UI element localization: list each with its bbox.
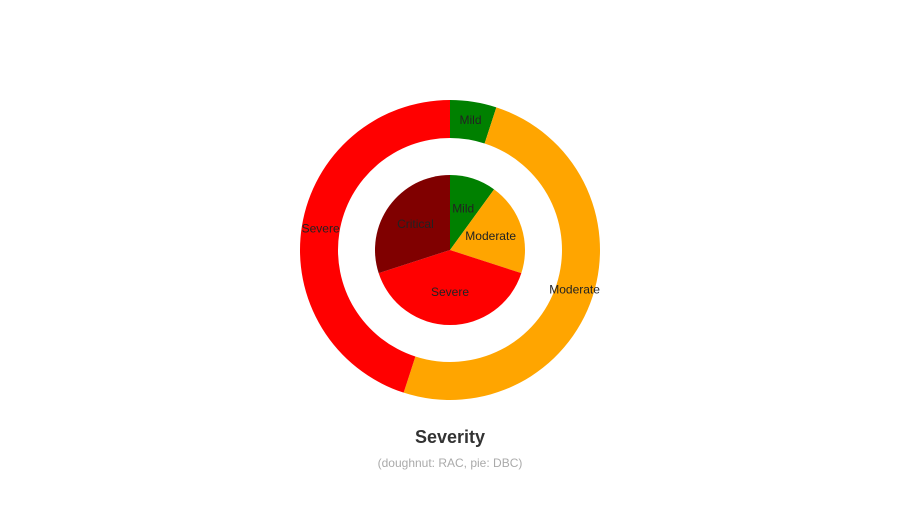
pie-label-critical: Critical (397, 217, 434, 231)
slice-labels: Mild Moderate Severe Mild Moderate Severe Crit… (302, 113, 601, 299)
pie-label-severe: Severe (431, 285, 469, 299)
chart-title: Severity (415, 427, 485, 447)
pie-slice-severe (378, 250, 522, 325)
pie-slice-moderate (450, 189, 525, 274)
pie-label-moderate: Moderate (465, 229, 516, 243)
doughnut-slice-moderate (403, 107, 600, 400)
inner-pie (375, 175, 525, 325)
pie-slice-critical (375, 175, 450, 274)
doughnut-label-moderate: Moderate (549, 283, 600, 297)
chart-subtitle: (doughnut: RAC, pie: DBC) (378, 456, 523, 470)
outer-doughnut-ring (300, 100, 600, 400)
doughnut-label-severe: Severe (302, 222, 340, 236)
pie-slice-mild (450, 175, 495, 250)
doughnut-slice-severe (300, 100, 450, 393)
doughnut-slice-mild (450, 100, 497, 144)
doughnut-label-mild: Mild (459, 113, 481, 127)
pie-label-mild: Mild (452, 202, 474, 216)
